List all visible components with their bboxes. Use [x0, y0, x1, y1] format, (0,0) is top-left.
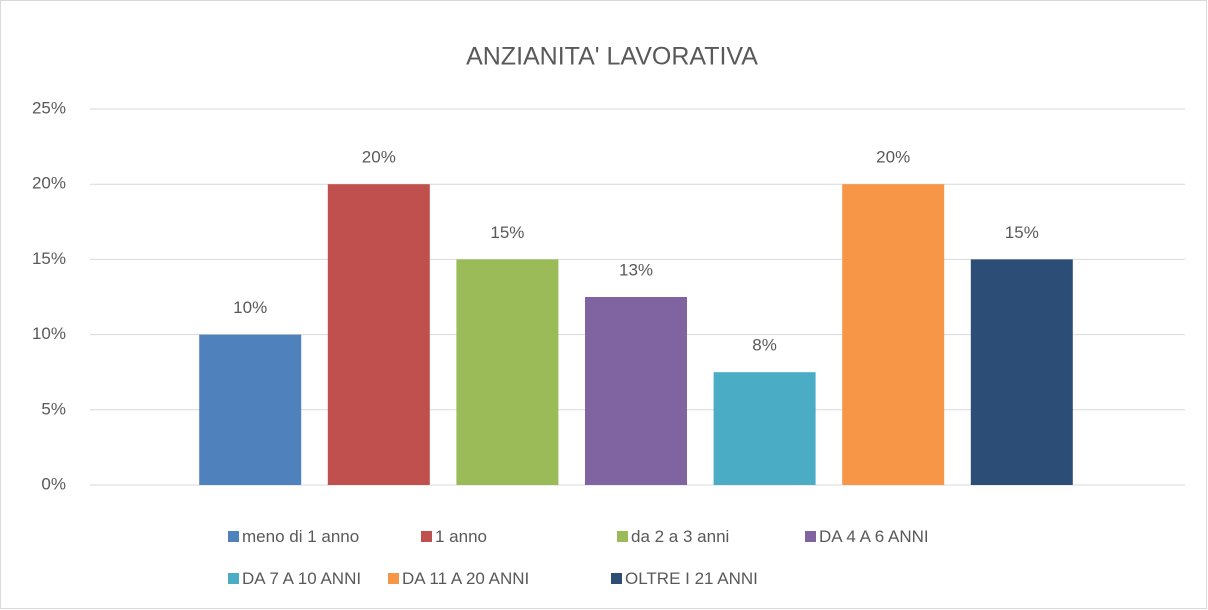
bar — [199, 334, 302, 485]
data-label: 15% — [490, 223, 524, 242]
y-tick-label: 5% — [41, 399, 66, 418]
legend-swatch — [805, 531, 816, 542]
legend-label: da 2 a 3 anni — [631, 527, 729, 546]
legend-swatch — [617, 531, 628, 542]
data-label: 15% — [1005, 223, 1039, 242]
legend-label: DA 11 A 20 ANNI — [402, 569, 529, 588]
bar — [970, 259, 1073, 485]
bar — [713, 372, 816, 485]
legend-label: DA 7 A 10 ANNI — [242, 569, 361, 588]
data-label: 10% — [233, 298, 267, 317]
legend-label: 1 anno — [435, 527, 487, 546]
data-label: 20% — [876, 148, 910, 167]
chart-title: ANZIANITA' LAVORATIVA — [466, 43, 758, 71]
legend-label: meno di 1 anno — [242, 527, 359, 546]
y-tick-label: 20% — [32, 174, 66, 193]
legend-swatch — [421, 531, 432, 542]
data-label: 13% — [619, 260, 653, 279]
bar — [456, 259, 559, 485]
y-tick-label: 25% — [32, 98, 66, 117]
data-label: 8% — [752, 336, 777, 355]
legend-swatch — [611, 573, 622, 584]
bar — [842, 184, 945, 485]
y-tick-label: 10% — [32, 324, 66, 343]
legend-swatch — [388, 573, 399, 584]
y-tick-label: 15% — [32, 249, 66, 268]
legend-swatch — [228, 573, 239, 584]
legend-label: OLTRE I 21 ANNI — [625, 569, 758, 588]
legend-label: DA 4 A 6 ANNI — [819, 527, 929, 546]
data-label: 20% — [362, 148, 396, 167]
legend-swatch — [228, 531, 239, 542]
y-tick-label: 0% — [41, 474, 66, 493]
bar — [585, 297, 687, 485]
bar — [327, 184, 430, 485]
